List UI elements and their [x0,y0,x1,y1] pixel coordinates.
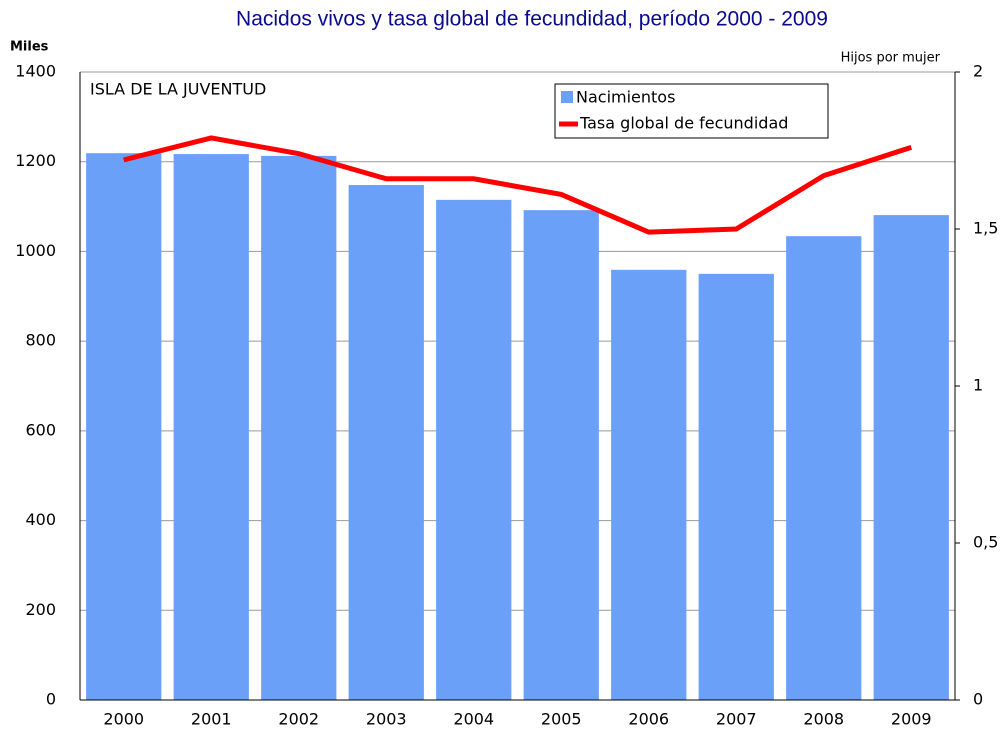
chart-title: Nacidos vivos y tasa global de fecundida… [236,8,828,31]
y2-tick-label: 1 [973,376,983,395]
x-tick-label: 2003 [366,710,407,729]
bar [873,215,949,700]
y-tick-label: 400 [25,510,56,529]
y-tick-label: 600 [25,420,56,439]
annotation: ISLA DE LA JUVENTUD [90,80,266,99]
y-tick-label: 1200 [15,151,56,170]
y2-tick-label: 0,5 [973,533,998,552]
bar [348,185,424,701]
legend-label: Nacimientos [576,88,675,107]
bar [261,155,337,700]
x-tick-label: 2009 [891,710,932,729]
y-tick-label: 1400 [15,62,56,81]
bar [698,273,774,700]
x-tick-label: 2007 [716,710,757,729]
bar [611,269,687,700]
x-tick-label: 2006 [628,710,669,729]
x-tick-label: 2001 [191,710,232,729]
bar [436,199,512,701]
y2-tick-label: 2 [973,62,983,81]
x-tick-label: 2008 [803,710,844,729]
x-tick-label: 2000 [103,710,144,729]
y-axis-label: Miles [10,40,49,55]
legend-box [554,83,829,139]
y-tick-label: 0 [46,690,56,709]
y2-tick-label: 1,5 [973,219,998,238]
bar [173,154,249,701]
legend-swatch [561,91,573,103]
y-tick-label: 1000 [15,241,56,260]
y-tick-label: 200 [25,600,56,619]
x-tick-label: 2005 [541,710,582,729]
y2-tick-label: 0 [973,690,983,709]
bar [86,153,162,701]
bar [786,236,862,701]
legend-label: Tasa global de fecundidad [579,114,788,133]
y-tick-label: 800 [25,331,56,350]
x-tick-label: 2002 [278,710,319,729]
line [123,135,913,235]
bar [523,210,599,700]
y2-axis-label: Hijos por mujer [841,51,941,66]
x-tick-label: 2004 [453,710,494,729]
